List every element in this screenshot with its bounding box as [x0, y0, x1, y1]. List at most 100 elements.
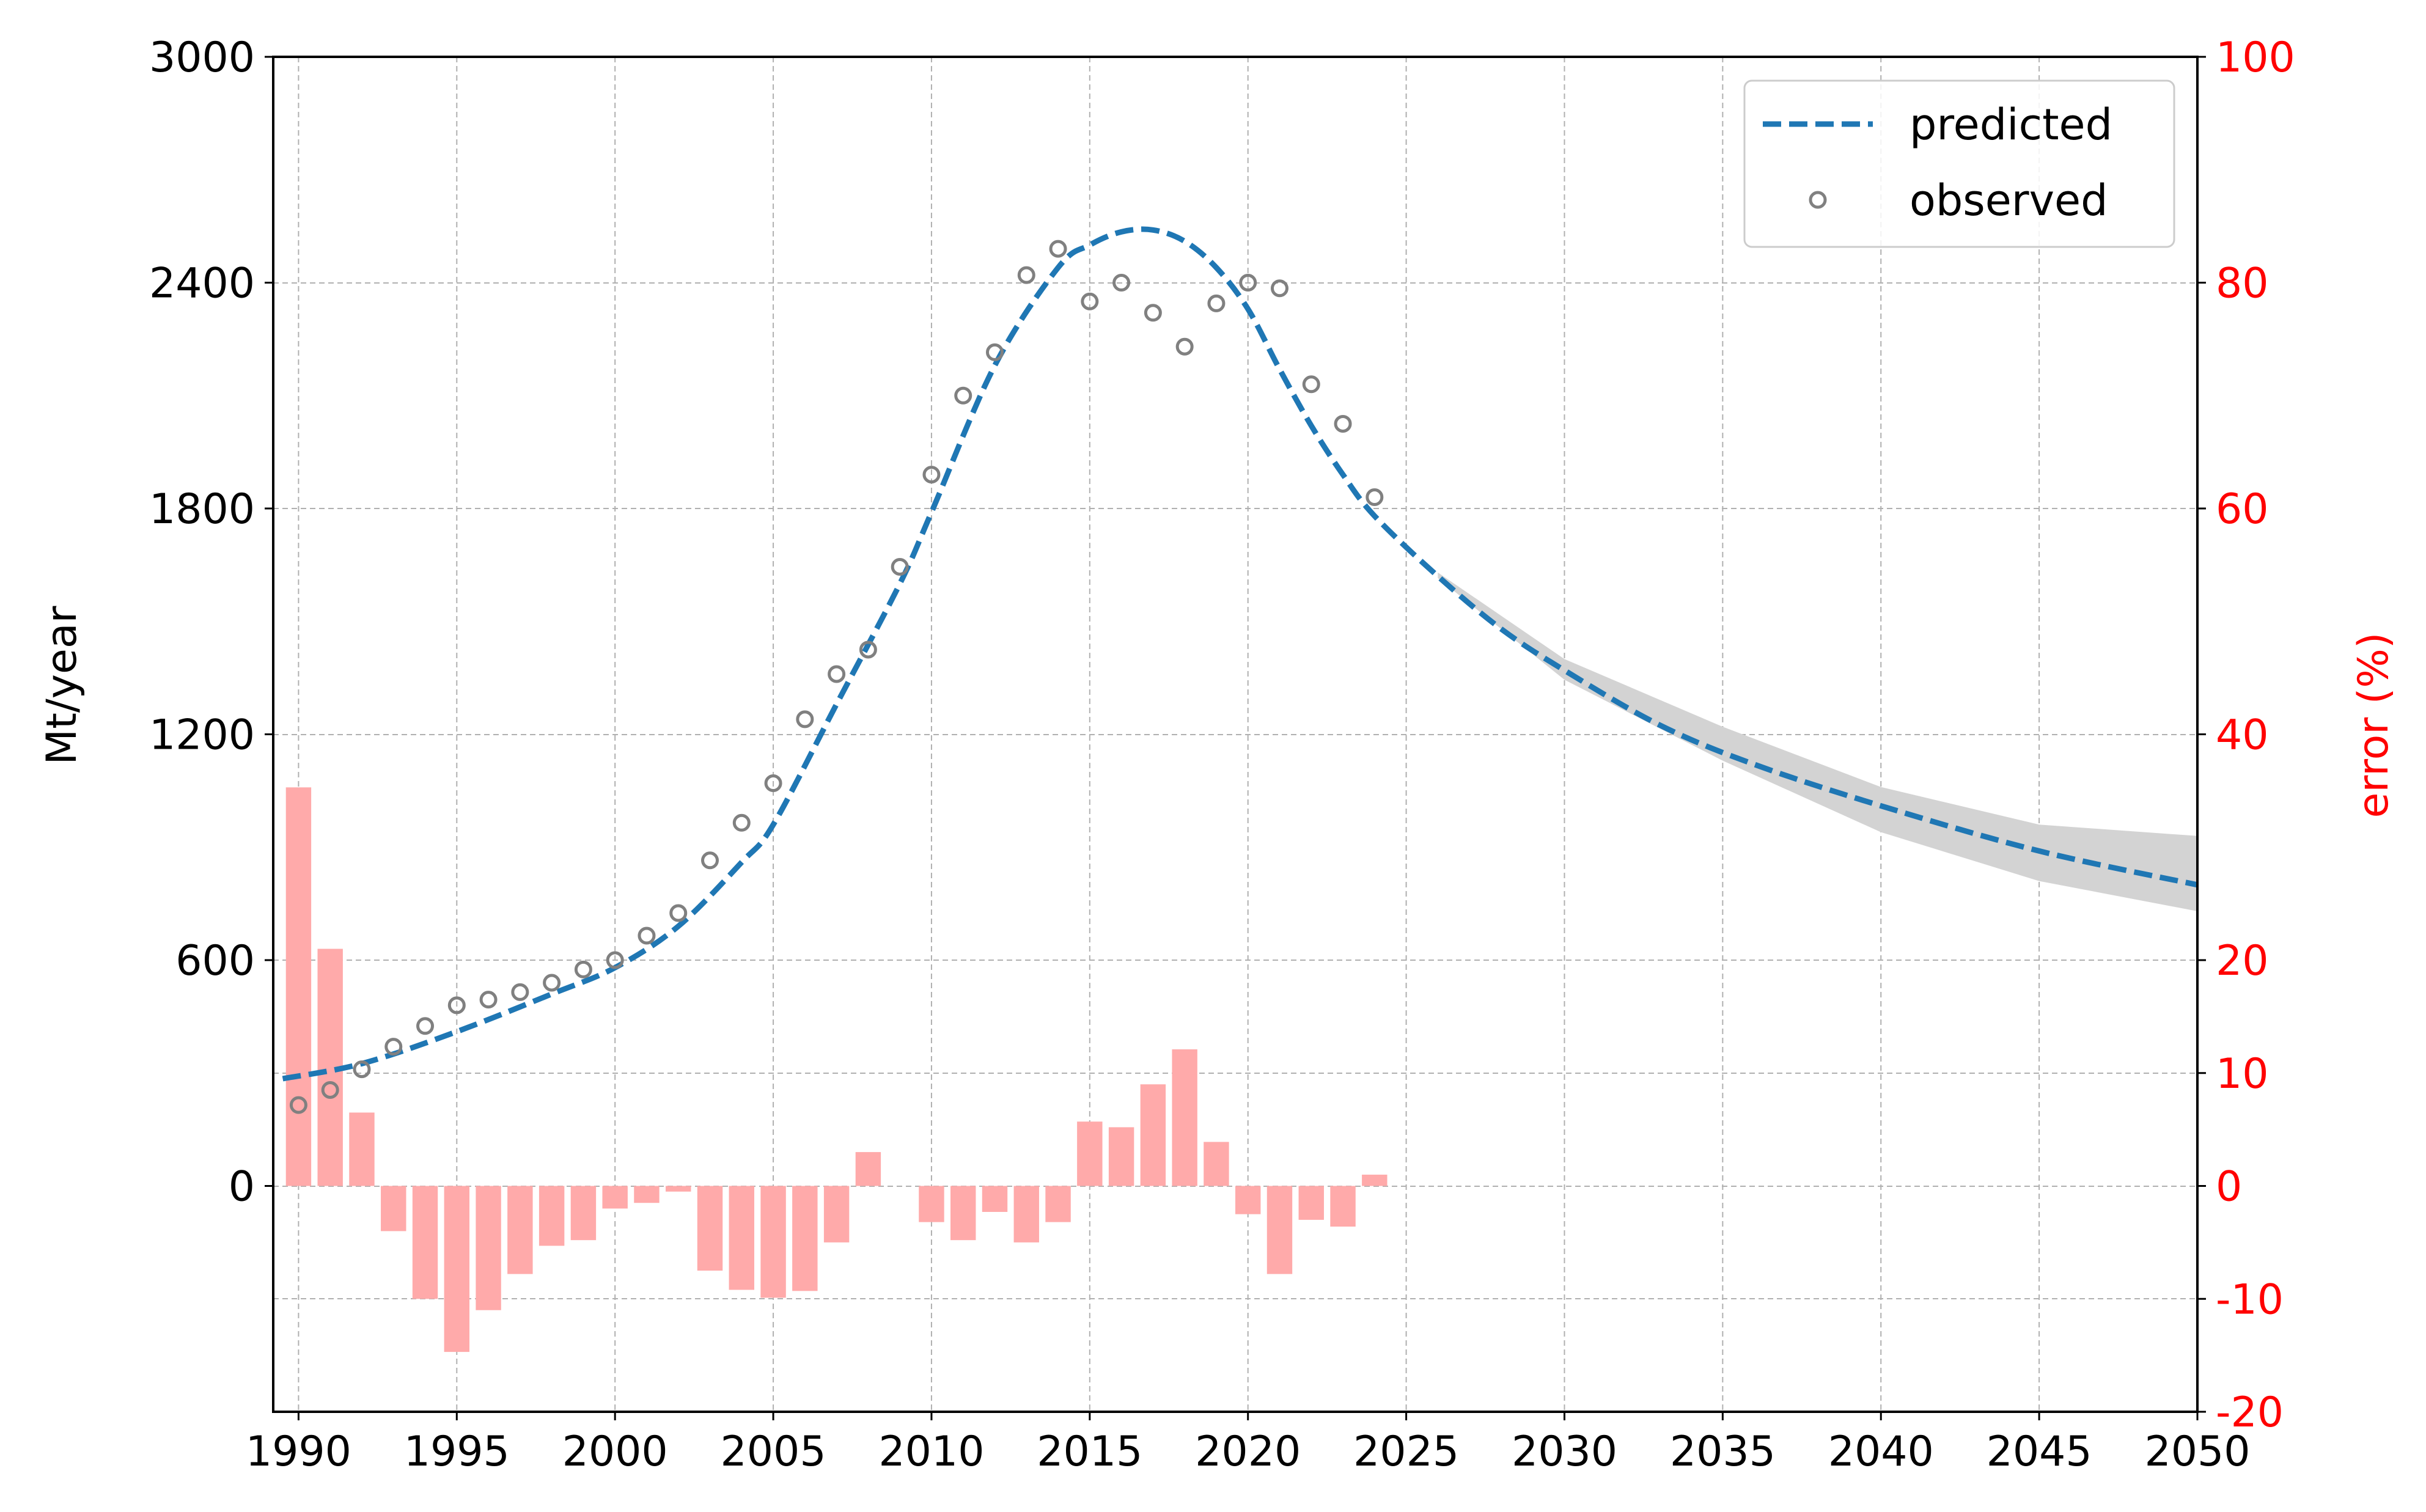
observed-point [1270, 279, 1288, 298]
uncertainty-area [1438, 572, 2197, 911]
error-bar [697, 1186, 723, 1271]
error-bar [381, 1186, 406, 1231]
error-bar [855, 1152, 881, 1186]
x-tick-label: 2045 [1987, 1428, 2092, 1476]
error-bar [476, 1186, 501, 1310]
error-bar [666, 1186, 691, 1192]
observed-point [416, 1017, 435, 1035]
error-bar [1140, 1084, 1166, 1186]
error-bar [1235, 1186, 1261, 1214]
uncertainty-band [1438, 572, 2197, 911]
error-bar [1108, 1127, 1134, 1186]
y-tick-label: 2400 [149, 260, 255, 308]
error-bar [1204, 1142, 1229, 1186]
y2-tick-label: 60 [2216, 485, 2269, 534]
error-bar [729, 1186, 754, 1290]
observed-point [574, 960, 592, 978]
y2-tick-label: 80 [2216, 260, 2269, 308]
observed-point [1239, 274, 1257, 292]
y2-tick-label: 40 [2216, 711, 2269, 760]
observed-point [1112, 274, 1131, 292]
legend-observed-swatch [1809, 191, 1827, 209]
x-tick-label: 2025 [1353, 1428, 1459, 1476]
x-tick-label: 2050 [2144, 1428, 2250, 1476]
error-bar [1298, 1186, 1324, 1220]
observed-point [606, 951, 624, 969]
y2-tick-label: 20 [2216, 937, 2269, 985]
error-bar [1013, 1186, 1039, 1242]
observed-point [321, 1081, 339, 1099]
x-tick-label: 2020 [1195, 1428, 1301, 1476]
observed-point [384, 1038, 403, 1056]
observed-point [1207, 294, 1226, 312]
error-bar [538, 1186, 565, 1246]
observed-point [764, 774, 782, 793]
observed-point [1302, 375, 1320, 394]
observed-point [447, 996, 466, 1015]
axes [265, 56, 2206, 1420]
error-bar [760, 1186, 786, 1298]
error-bar [1077, 1121, 1103, 1186]
observed-point [1049, 240, 1067, 258]
error-bar [602, 1186, 628, 1209]
y2-tick-label: -20 [2216, 1389, 2284, 1437]
observed-point [732, 813, 751, 832]
x-tick-label: 2005 [721, 1428, 826, 1476]
error-bar [1266, 1186, 1293, 1274]
x-tick-label: 1995 [404, 1428, 510, 1476]
observed-point [511, 983, 529, 1001]
x-tick-label: 2030 [1512, 1428, 1617, 1476]
y2-tick-label: 100 [2216, 34, 2295, 82]
error-bars [285, 787, 1388, 1352]
error-bar [792, 1186, 818, 1291]
legend: predicted observed [1743, 79, 2175, 248]
y-tick-label: 600 [175, 937, 255, 985]
error-bar [1330, 1186, 1356, 1227]
observed-point [353, 1060, 371, 1079]
observed-series [289, 240, 1384, 1114]
observed-point [1017, 266, 1035, 284]
observed-point [986, 343, 1004, 361]
predicted-series [282, 226, 2198, 1082]
observed-point [859, 640, 877, 659]
error-bar [919, 1186, 944, 1222]
y-tick-label: 3000 [149, 34, 255, 82]
y-tick-label: 1200 [149, 711, 255, 760]
x-tick-label: 2040 [1828, 1428, 1934, 1476]
y-tick-label: 0 [229, 1163, 255, 1211]
error-bar [570, 1186, 597, 1241]
tick-labels: 1990 1995 2000 2005 2010 2015 2020 2025 2030 2035… [149, 34, 2295, 1476]
error-bar [634, 1186, 660, 1203]
observed-point [922, 466, 941, 484]
axis-labels: Mt/year error (%) [38, 606, 2398, 818]
y2-tick-label: 0 [2216, 1163, 2242, 1211]
predicted-line [282, 226, 2198, 1082]
observed-point [1175, 337, 1194, 356]
legend-label: predicted [1910, 100, 2112, 150]
observed-point [289, 1096, 307, 1114]
error-bar [507, 1186, 533, 1274]
error-bar [285, 787, 312, 1186]
y2-axis-label: error (%) [2350, 633, 2398, 818]
error-bar [982, 1186, 1008, 1212]
error-bar [444, 1186, 470, 1352]
error-bar [823, 1186, 850, 1242]
observed-point [954, 386, 972, 405]
error-bar [1045, 1186, 1071, 1222]
y-axis-label: Mt/year [38, 606, 86, 765]
observed-point [638, 927, 656, 945]
x-tick-label: 2000 [562, 1428, 668, 1476]
x-tick-label: 1990 [246, 1428, 351, 1476]
legend-label: observed [1910, 175, 2108, 226]
observed-point [828, 665, 846, 683]
observed-point [701, 851, 719, 870]
y-tick-label: 1800 [149, 485, 255, 534]
error-bar [412, 1186, 438, 1299]
observed-point [1081, 292, 1099, 310]
observed-point [669, 904, 688, 922]
error-bar [1172, 1049, 1197, 1186]
y2-tick-label: 10 [2216, 1050, 2269, 1098]
observed-point [1334, 414, 1352, 433]
